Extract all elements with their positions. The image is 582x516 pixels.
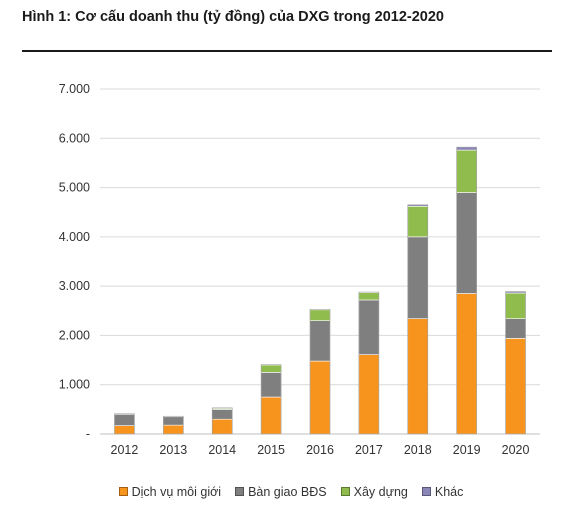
- bar-outline-2015: [260, 364, 282, 435]
- bar-outline-2019: [456, 146, 477, 435]
- bar-outline-2020: [505, 291, 526, 435]
- title-rule: [22, 50, 552, 52]
- legend-label: Khác: [434, 485, 464, 499]
- bar-outline-2014: [211, 407, 233, 435]
- legend-label: Dịch vụ môi giới: [131, 485, 222, 499]
- y-tick-label: 2.000: [59, 328, 90, 342]
- y-tick-label: 4.000: [59, 230, 90, 244]
- gridlines: [100, 88, 540, 386]
- tick-labels: - 1.000 2.000 3.000 4.000 5.000 6.000 7.000 2012…: [59, 82, 530, 457]
- x-tick-label: 2015: [257, 443, 285, 457]
- bar-segment-1-2013: [163, 424, 184, 435]
- bar-segment-2-2019: [456, 192, 477, 294]
- legend-label: Xây dựng: [353, 485, 408, 499]
- bar-segment-2-2016: [309, 320, 331, 362]
- bar-outline-2018: [407, 204, 429, 435]
- bar-segment-1-2015: [260, 396, 282, 435]
- legend-swatch: [235, 487, 245, 496]
- bar-segment-3-2019: [456, 149, 477, 193]
- bar-segment-1-2019: [456, 293, 477, 435]
- y-tick-label: 6.000: [59, 131, 90, 145]
- x-tick-label: 2017: [355, 443, 383, 457]
- bar-segment-1-2018: [407, 318, 429, 435]
- bar-outline-2012: [114, 413, 135, 435]
- legend-swatch: [421, 487, 431, 496]
- y-tick-label: 1.000: [59, 378, 90, 392]
- bar-segment-2-2018: [407, 236, 429, 319]
- y-tick-label: 5.000: [59, 181, 90, 195]
- bar-segment-1-2016: [309, 360, 331, 435]
- legend-swatch: [118, 487, 128, 496]
- legend-item: Xây dựng: [340, 485, 408, 499]
- y-tick-label: 3.000: [59, 279, 90, 293]
- bar-segment-4-2019: [456, 146, 477, 151]
- bar-outline-2017: [358, 291, 380, 435]
- bars: [114, 146, 526, 435]
- bar-segment-2-2013: [163, 416, 184, 426]
- bar-segment-3-2020: [505, 292, 526, 319]
- figure-title: Hình 1: Cơ cấu doanh thu (tỷ đồng) của D…: [22, 9, 444, 25]
- chart-legend: Dịch vụ môi giới Bàn giao BĐS Xây dựng Khác: [0, 485, 582, 499]
- legend-swatch: [340, 487, 350, 496]
- x-tick-label: 2019: [453, 443, 481, 457]
- y-tick-label: 7.000: [59, 82, 90, 96]
- bar-segment-3-2018: [407, 206, 429, 238]
- bar-segment-3-2016: [309, 309, 331, 321]
- x-tick-label: 2020: [502, 443, 530, 457]
- bar-segment-2-2012: [114, 413, 135, 426]
- bar-segment-1-2017: [358, 354, 380, 435]
- bar-segment-2-2014: [211, 409, 233, 420]
- bar-segment-3-2015: [260, 364, 282, 373]
- bar-segment-1-2014: [211, 418, 233, 435]
- legend-item: Dịch vụ môi giới: [118, 485, 222, 499]
- bar-segment-1-2012: [114, 425, 135, 435]
- y-tick-label: -: [86, 427, 90, 441]
- stacked-bar-chart: - 1.000 2.000 3.000 4.000 5.000 6.000 7.000 2012…: [59, 82, 540, 457]
- x-tick-label: 2012: [111, 443, 139, 457]
- bar-segment-3-2017: [358, 292, 380, 301]
- bar-outline-2016: [309, 309, 331, 435]
- x-tick-label: 2013: [159, 443, 187, 457]
- bar-segment-2-2020: [505, 318, 526, 339]
- x-tick-label: 2018: [404, 443, 432, 457]
- bar-segment-2-2017: [358, 299, 380, 355]
- legend-label: Bàn giao BĐS: [248, 485, 327, 499]
- bar-outline-2013: [163, 415, 184, 435]
- x-tick-label: 2016: [306, 443, 334, 457]
- x-tick-label: 2014: [208, 443, 236, 457]
- legend-item: Bàn giao BĐS: [235, 485, 327, 499]
- legend-item: Khác: [421, 485, 464, 499]
- bar-segment-2-2015: [260, 372, 282, 398]
- bar-segment-1-2020: [505, 338, 526, 435]
